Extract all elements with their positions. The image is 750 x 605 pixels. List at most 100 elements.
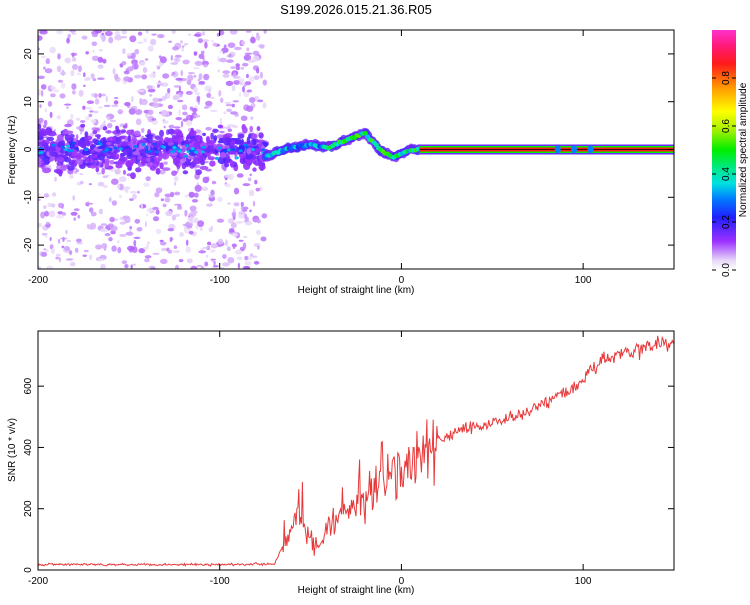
heatmap-cell	[126, 129, 135, 135]
heatmap-cell	[146, 85, 153, 90]
heatmap-cell	[131, 263, 137, 266]
heatmap-cell	[246, 73, 249, 79]
heatmap-cell	[167, 104, 173, 110]
heatmap-cell	[256, 67, 260, 74]
heatmap-cell	[249, 97, 256, 103]
heatmap-cell	[104, 30, 113, 37]
heatmap-cell	[174, 54, 182, 58]
heatmap-cell	[190, 114, 193, 122]
heatmap-cell	[38, 123, 42, 130]
heatmap-cell	[138, 89, 145, 93]
heatmap-cell	[121, 260, 128, 265]
heatmap-cell	[189, 205, 197, 212]
heatmap-cell	[231, 103, 235, 108]
heatmap-cell	[107, 122, 113, 129]
heatmap-cell	[173, 203, 182, 206]
heatmap-cell	[70, 262, 76, 267]
heatmap-cell	[230, 222, 237, 229]
heatmap-cell	[95, 244, 103, 250]
heatmap-cell	[243, 162, 251, 170]
heatmap-cell	[147, 88, 156, 93]
heatmap-cell	[47, 100, 53, 107]
heatmap-cell	[228, 53, 232, 57]
heatmap-cell	[197, 220, 205, 228]
heatmap-cell	[250, 36, 256, 44]
heatmap-cell	[51, 203, 56, 208]
heatmap-cell	[155, 228, 162, 234]
heatmap-cell	[96, 172, 103, 175]
x-tick-label: 0	[399, 576, 405, 587]
heatmap-cell	[212, 265, 219, 268]
heatmap-cell	[216, 32, 220, 37]
heatmap-cell	[108, 148, 113, 151]
heatmap-cell	[155, 187, 163, 194]
heatmap-cell	[83, 249, 89, 253]
x-tick-label: 100	[575, 275, 592, 286]
heatmap-cells	[38, 30, 674, 269]
heatmap-cell	[92, 78, 97, 82]
heatmap-cell	[189, 130, 197, 137]
heatmap-cell	[231, 243, 237, 248]
heatmap-cell	[223, 111, 227, 115]
heatmap-x-axis: -200 -100 0 100	[28, 30, 592, 286]
heatmap-cell	[101, 35, 106, 43]
heatmap-cell	[44, 143, 48, 151]
x-tick-label: 0	[399, 275, 405, 286]
heatmap-cell	[56, 65, 62, 73]
heatmap-cell	[188, 152, 197, 156]
y-tick-label: -10	[23, 190, 34, 205]
heatmap-cell	[100, 228, 108, 233]
y-tick-label: 200	[23, 500, 34, 517]
heatmap-cell	[233, 187, 240, 195]
heatmap-cell	[152, 216, 160, 222]
heatmap-cell	[180, 69, 184, 77]
heatmap-cell	[197, 78, 200, 82]
heatmap-cell	[134, 218, 141, 224]
heatmap-cell	[183, 154, 188, 158]
heatmap-cell	[196, 264, 203, 268]
heatmap-cell	[55, 256, 60, 260]
heatmap-cell	[144, 258, 150, 263]
heatmap-cell	[209, 109, 218, 112]
heatmap-cell	[91, 33, 98, 38]
heatmap-cell	[223, 44, 227, 50]
heatmap-cell	[227, 257, 235, 264]
heatmap-cell	[193, 114, 201, 118]
heatmap-cell	[84, 116, 91, 121]
heatmap-cell	[100, 223, 108, 226]
heatmap-cell	[109, 196, 112, 203]
heatmap-cell	[214, 156, 219, 160]
heatmap-cell	[49, 111, 53, 119]
heatmap-cell	[127, 66, 134, 72]
heatmap-cell	[41, 232, 48, 236]
heatmap-cell	[141, 74, 148, 80]
heatmap-cell	[188, 33, 192, 36]
heatmap-cell	[241, 206, 249, 210]
heatmap-cell	[147, 109, 154, 116]
heatmap-cell	[152, 97, 160, 103]
heatmap-cell	[85, 51, 89, 55]
heatmap-cell	[83, 72, 86, 78]
heatmap-cell	[187, 216, 195, 224]
heatmap-cell	[66, 136, 72, 141]
heatmap-cell	[126, 53, 132, 57]
heatmap-cell	[119, 221, 127, 225]
heatmap-cell	[211, 39, 214, 43]
heatmap-cell	[119, 217, 122, 220]
heatmap-cell	[227, 151, 237, 155]
heatmap-cell	[179, 232, 185, 237]
heatmap-cell	[152, 102, 160, 108]
heatmap-cell	[70, 159, 78, 168]
heatmap-cell	[199, 165, 209, 170]
heatmap-cell	[194, 150, 199, 154]
colorbar-label: Normalized spectral amplitude	[738, 82, 749, 217]
heatmap-cell	[49, 244, 54, 250]
heatmap-cell	[242, 86, 245, 93]
heatmap-cell	[257, 99, 264, 103]
heatmap-cell	[154, 150, 159, 154]
heatmap-cell	[251, 255, 258, 258]
colorbar-gradient	[712, 30, 736, 270]
heatmap-cell	[56, 157, 65, 163]
heatmap-cell	[124, 264, 129, 269]
heatmap-cell	[185, 90, 193, 95]
